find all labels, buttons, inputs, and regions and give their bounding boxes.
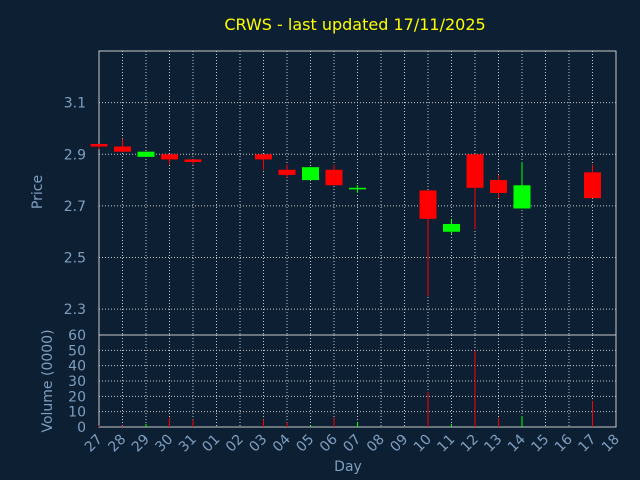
x-tick-label: 17 bbox=[575, 432, 599, 456]
x-tick-label: 03 bbox=[246, 432, 270, 456]
x-tick-label: 13 bbox=[481, 432, 505, 456]
candle-body bbox=[325, 169, 343, 186]
candle-body bbox=[278, 169, 296, 175]
volume-tick-label: 10 bbox=[68, 405, 86, 421]
x-tick-label: 05 bbox=[293, 432, 317, 456]
x-tick-label: 02 bbox=[223, 432, 247, 456]
x-tick-label: 14 bbox=[505, 431, 529, 455]
price-axis-label: Price bbox=[30, 175, 46, 209]
price-tick-label: 2.5 bbox=[64, 251, 86, 267]
candle-body bbox=[490, 180, 507, 193]
price-tick-label: 2.7 bbox=[64, 199, 86, 215]
x-tick-label: 06 bbox=[317, 431, 341, 455]
x-tick-label: 31 bbox=[176, 432, 200, 456]
candle-body bbox=[114, 146, 131, 152]
x-tick-label: 12 bbox=[458, 432, 482, 456]
candle-body bbox=[255, 154, 272, 160]
candle-body bbox=[161, 154, 178, 160]
candle-body bbox=[584, 172, 601, 199]
x-tick-label: 16 bbox=[552, 431, 576, 455]
x-tick-label: 10 bbox=[411, 432, 435, 456]
price-tick-label: 2.9 bbox=[64, 147, 86, 163]
candle-body bbox=[137, 151, 155, 157]
price-tick-labels: 2.3 2.5 2.7 2.9 3.1 bbox=[64, 96, 86, 319]
x-tick-labels: 27 28 29 30 31 01 02 03 04 05 06 07 08 09 10 11 12 13 14 15… bbox=[82, 431, 623, 455]
x-tick-label: 28 bbox=[105, 432, 129, 456]
volume-axis-label: Volume (0000) bbox=[40, 329, 56, 432]
volume-tick-label: 40 bbox=[68, 359, 86, 375]
candle-body bbox=[443, 223, 460, 232]
price-tick-label: 2.3 bbox=[64, 302, 86, 318]
x-tick-label: 11 bbox=[434, 432, 458, 456]
volume-grid bbox=[98, 335, 617, 427]
candle-body bbox=[349, 187, 366, 190]
candle-body bbox=[302, 167, 319, 181]
x-tick-label: 29 bbox=[129, 432, 153, 456]
volume-tick-label: 0 bbox=[77, 420, 86, 436]
x-tick-label: 15 bbox=[528, 432, 552, 456]
volume-tick-label: 60 bbox=[68, 328, 86, 344]
x-tick-label: 08 bbox=[364, 432, 388, 456]
volume-tick-label: 20 bbox=[68, 389, 86, 405]
chart-title: CRWS - last updated 17/11/2025 bbox=[224, 15, 485, 34]
volume-tick-label: 50 bbox=[68, 343, 86, 359]
volume-tick-label: 30 bbox=[68, 374, 86, 390]
candle-body bbox=[90, 143, 108, 147]
candles bbox=[90, 138, 601, 297]
x-tick-label: 01 bbox=[199, 432, 223, 456]
candle-body bbox=[513, 185, 531, 209]
x-axis-label: Day bbox=[334, 459, 362, 475]
x-tick-label: 07 bbox=[340, 432, 364, 456]
candle-body bbox=[466, 154, 484, 188]
x-tick-label: 30 bbox=[152, 432, 176, 456]
candle-body bbox=[419, 190, 437, 219]
volume-bars bbox=[98, 350, 593, 427]
candle-body bbox=[184, 159, 202, 163]
x-tick-label: 18 bbox=[599, 432, 623, 456]
x-tick-label: 04 bbox=[270, 431, 294, 455]
x-tick-label: 09 bbox=[387, 432, 411, 456]
price-tick-label: 3.1 bbox=[64, 96, 86, 112]
